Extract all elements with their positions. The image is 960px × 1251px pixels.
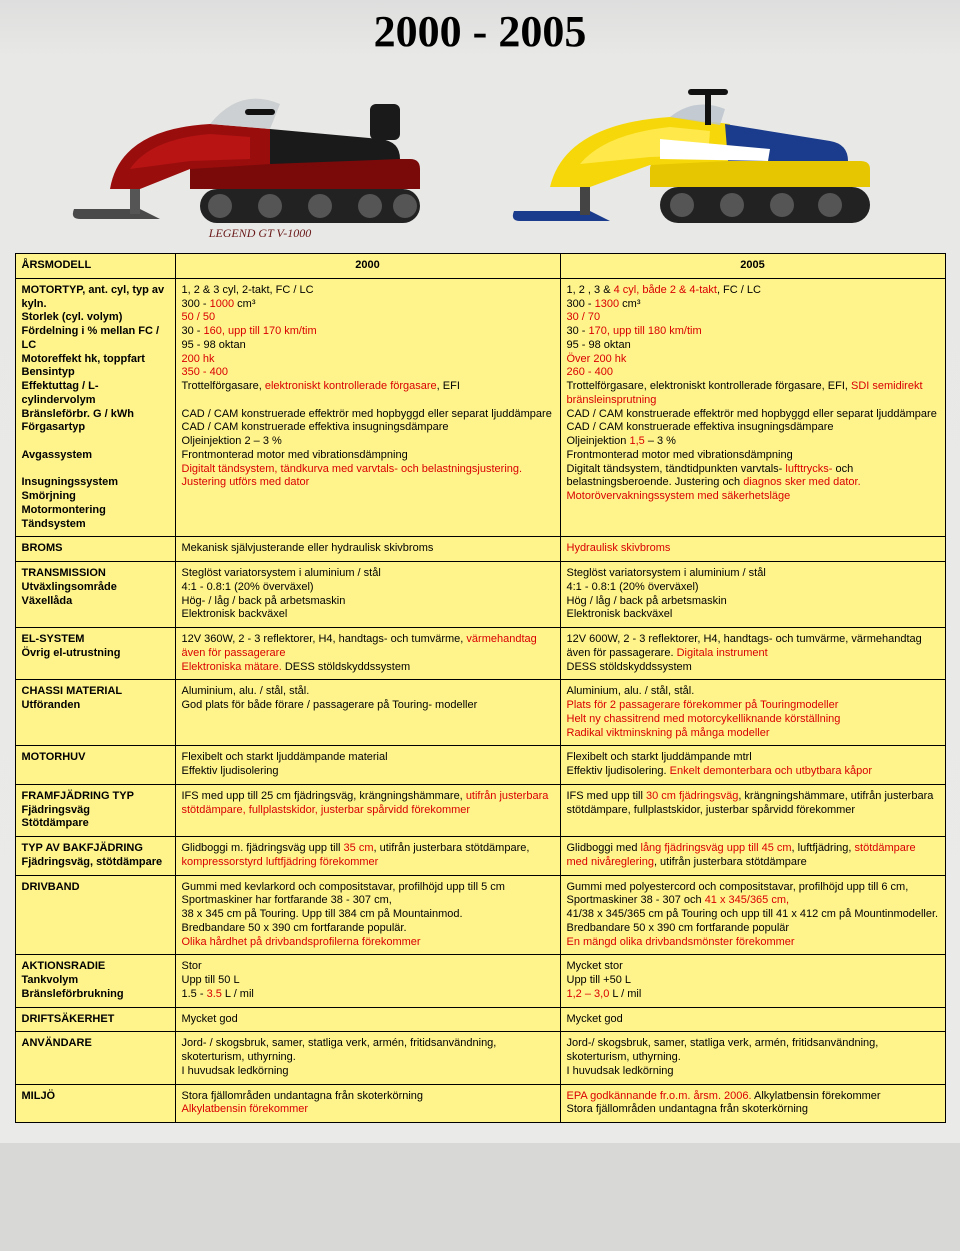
row-y2000: Aluminium, alu. / stål, stål.God plats f… <box>175 680 560 746</box>
row-y2000: IFS med upp till 25 cm fjädringsväg, krä… <box>175 784 560 836</box>
row-y2000: Mekanisk självjusterande eller hydraulis… <box>175 537 560 562</box>
row-y2005: 1, 2 , 3 & 4 cyl, både 2 & 4-takt, FC / … <box>560 278 945 537</box>
row-y2005: IFS med upp till 30 cm fjädringsväg, krä… <box>560 784 945 836</box>
row-y2000: Flexibelt och starkt ljuddämpande materi… <box>175 746 560 785</box>
row-y2005: 12V 600W, 2 - 3 reflektorer, H4, handtag… <box>560 628 945 680</box>
row-y2005: Mycket god <box>560 1007 945 1032</box>
row-y2000: Gummi med kevlarkord och compositstavar,… <box>175 875 560 955</box>
table-row: EL-SYSTEMÖvrig el-utrustning12V 360W, 2 … <box>15 628 945 680</box>
row-y2000: 12V 360W, 2 - 3 reflektorer, H4, handtag… <box>175 628 560 680</box>
row-label: BROMS <box>15 537 175 562</box>
table-row: MILJÖStora fjällområden undantagna från … <box>15 1084 945 1123</box>
row-label: EL-SYSTEMÖvrig el-utrustning <box>15 628 175 680</box>
row-y2000: Mycket god <box>175 1007 560 1032</box>
table-row: TYP AV BAKFJÄDRINGFjädringsväg, stötdämp… <box>15 837 945 876</box>
row-label: TRANSMISSIONUtväxlingsområdeVäxellåda <box>15 562 175 628</box>
row-y2005: Gummi med polyestercord och compositstav… <box>560 875 945 955</box>
row-label: MOTORHUV <box>15 746 175 785</box>
row-label: DRIFTSÄKERHET <box>15 1007 175 1032</box>
head-year-2005: 2005 <box>560 254 945 279</box>
row-label: TYP AV BAKFJÄDRINGFjädringsväg, stötdämp… <box>15 837 175 876</box>
row-y2005: Glidboggi med lång fjädringsväg upp till… <box>560 837 945 876</box>
table-row: MOTORHUVFlexibelt och starkt ljuddämpand… <box>15 746 945 785</box>
row-y2005: Aluminium, alu. / stål, stål.Plats för 2… <box>560 680 945 746</box>
vehicle-row: LEGEND GT V-1000 <box>0 59 960 253</box>
spec-table: ÅRSMODELL20002005MOTORTYP, ant. cyl, typ… <box>15 253 946 1123</box>
row-y2005: Steglöst variatorsystem i aluminium / st… <box>560 562 945 628</box>
row-label: FRAMFJÄDRING TYPFjädringsvägStötdämpare <box>15 784 175 836</box>
table-head-row: ÅRSMODELL20002005 <box>15 254 945 279</box>
head-label: ÅRSMODELL <box>15 254 175 279</box>
row-label: CHASSI MATERIALUtföranden <box>15 680 175 746</box>
table-row: FRAMFJÄDRING TYPFjädringsvägStötdämpareI… <box>15 784 945 836</box>
table-row: TRANSMISSIONUtväxlingsområdeVäxellådaSte… <box>15 562 945 628</box>
row-label: ANVÄNDARE <box>15 1032 175 1084</box>
vehicle-2000-icon: LEGEND GT V-1000 <box>70 69 450 239</box>
row-label: MOTORTYP, ant. cyl, typ av kyln.Storlek … <box>15 278 175 537</box>
row-label: AKTIONSRADIETankvolymBränsleförbrukning <box>15 955 175 1007</box>
row-y2005: Hydraulisk skivbroms <box>560 537 945 562</box>
table-row: AKTIONSRADIETankvolymBränsleförbrukningS… <box>15 955 945 1007</box>
vehicle-2000-caption: LEGEND GT V-1000 <box>208 226 311 239</box>
table-row: CHASSI MATERIALUtförandenAluminium, alu.… <box>15 680 945 746</box>
page-title: 2000 - 2005 <box>0 6 960 57</box>
head-year-2000: 2000 <box>175 254 560 279</box>
vehicle-2005-icon <box>510 69 890 239</box>
row-y2000: 1, 2 & 3 cyl, 2-takt, FC / LC300 - 1000 … <box>175 278 560 537</box>
row-y2000: Jord- / skogsbruk, samer, statliga verk,… <box>175 1032 560 1084</box>
table-row: ANVÄNDAREJord- / skogsbruk, samer, statl… <box>15 1032 945 1084</box>
row-y2005: EPA godkännande fr.o.m. årsm. 2006. Alky… <box>560 1084 945 1123</box>
row-y2000: Glidboggi m. fjädringsväg upp till 35 cm… <box>175 837 560 876</box>
table-row: DRIFTSÄKERHETMycket godMycket god <box>15 1007 945 1032</box>
page: 2000 - 2005 LEGE <box>0 0 960 1143</box>
table-row: DRIVBANDGummi med kevlarkord och composi… <box>15 875 945 955</box>
row-y2000: Steglöst variatorsystem i aluminium / st… <box>175 562 560 628</box>
row-y2005: Mycket storUpp till +50 L1,2 – 3,0 L / m… <box>560 955 945 1007</box>
table-row: BROMSMekanisk självjusterande eller hydr… <box>15 537 945 562</box>
header: 2000 - 2005 <box>0 0 960 59</box>
row-y2005: Flexibelt och starkt ljuddämpande mtrlEf… <box>560 746 945 785</box>
row-label: MILJÖ <box>15 1084 175 1123</box>
row-y2000: Stora fjällområden undantagna från skote… <box>175 1084 560 1123</box>
row-y2005: Jord-/ skogsbruk, samer, statliga verk, … <box>560 1032 945 1084</box>
row-label: DRIVBAND <box>15 875 175 955</box>
table-row: MOTORTYP, ant. cyl, typ av kyln.Storlek … <box>15 278 945 537</box>
row-y2000: StorUpp till 50 L1.5 - 3.5 L / mil <box>175 955 560 1007</box>
